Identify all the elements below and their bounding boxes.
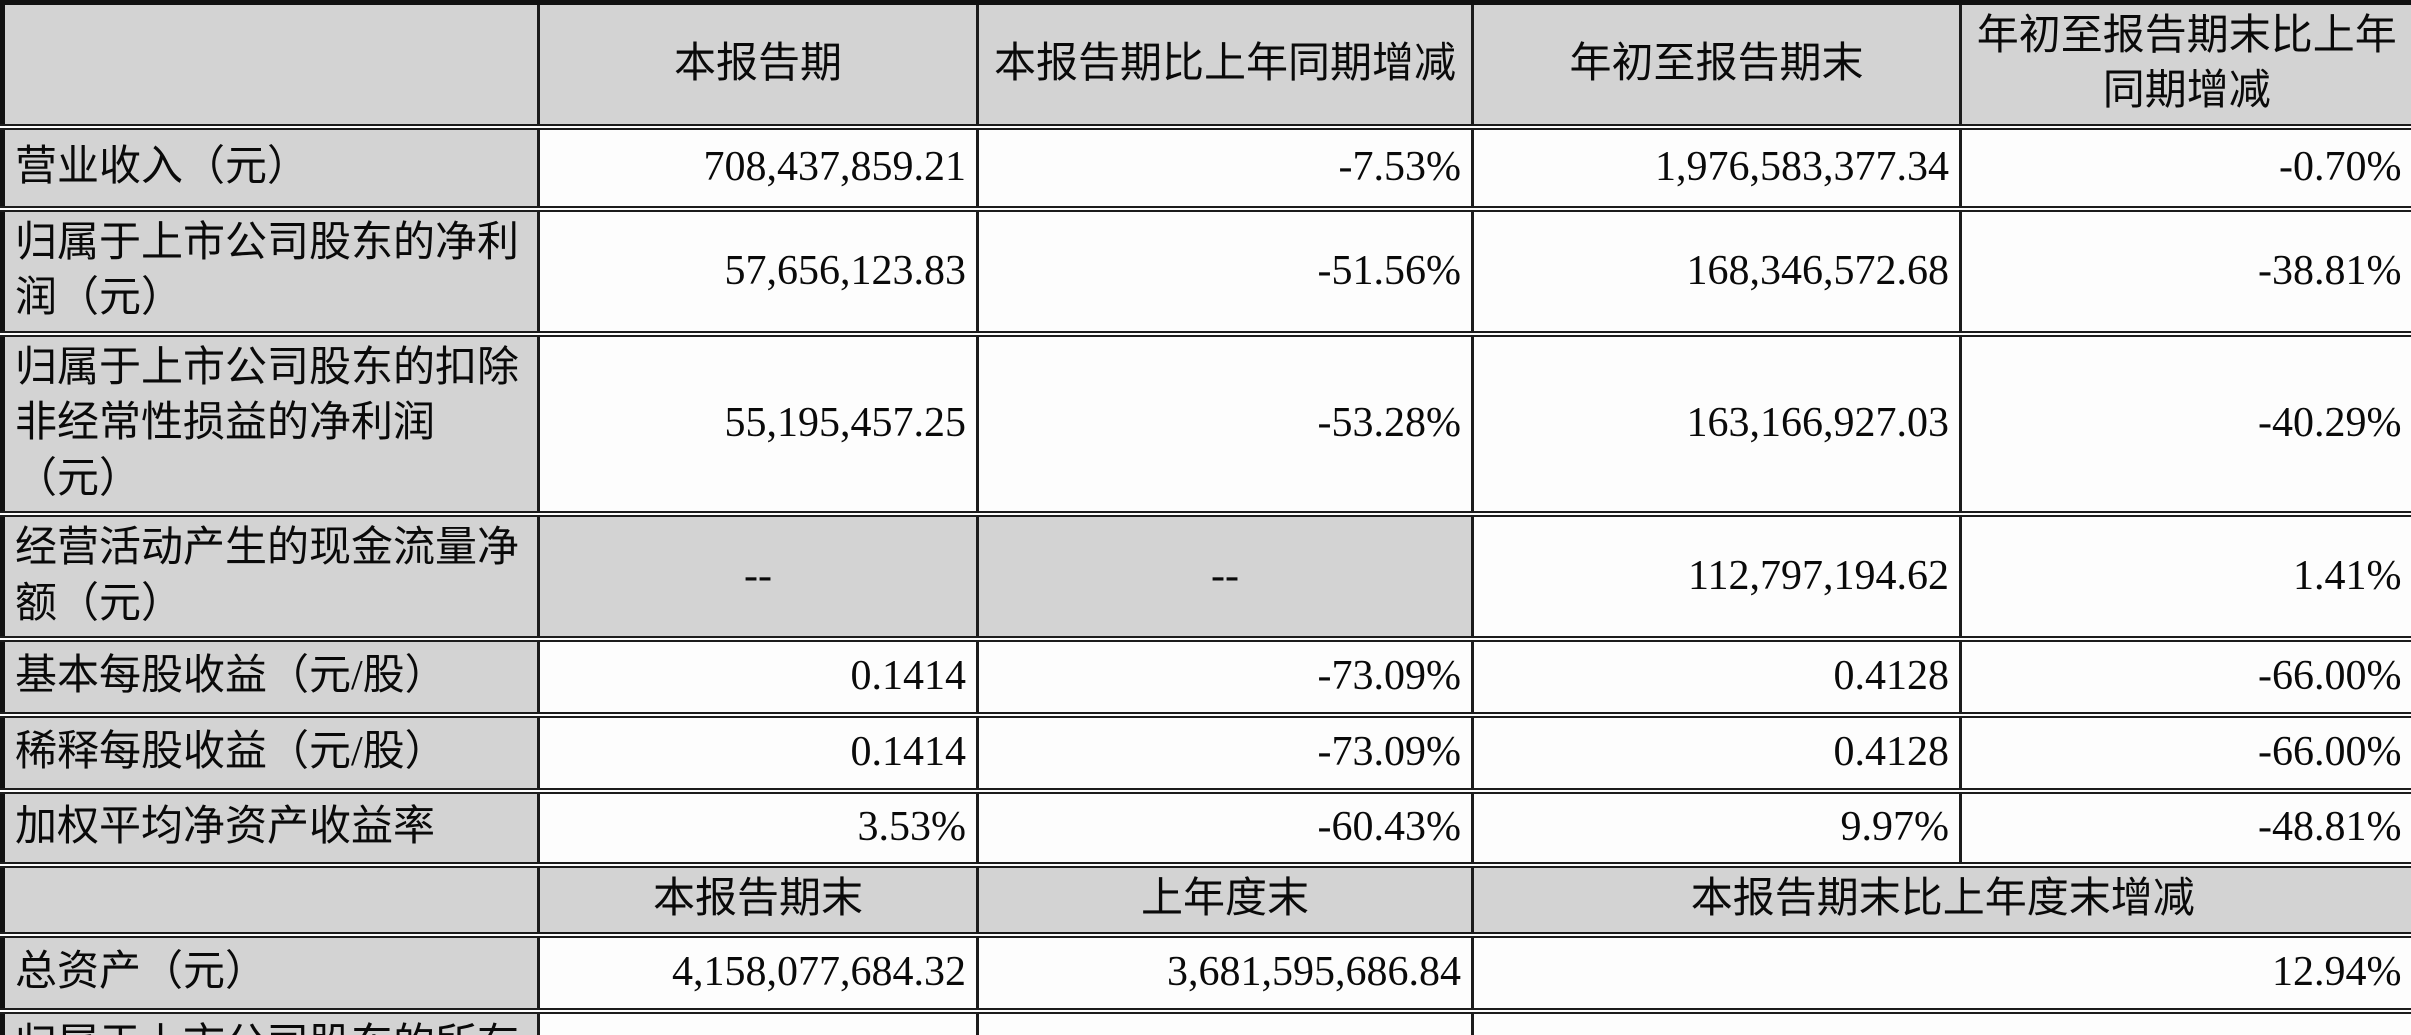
table-row-diluted-eps: 稀释每股收益（元/股） 0.1414 -73.09% 0.4128 -66.00… (0, 711, 2411, 794)
value-cell: 8.56% (1471, 1007, 2411, 1035)
value-cell: -66.00% (1959, 635, 2411, 718)
value-cell: -73.09% (976, 711, 1474, 794)
value-cell: -48.81% (1959, 787, 2411, 868)
header-cell-empty (0, 861, 540, 938)
header-cell-ytd: 年初至报告期末 (1471, 0, 1962, 130)
row-label: 归属于上市公司股东的所有者权益（元） (0, 1007, 540, 1035)
value-cell: -66.00% (1959, 711, 2411, 794)
header-cell-current-period-yoy-change: 本报告期比上年同期增减 (976, 0, 1474, 130)
value-cell: 12.94% (1471, 931, 2411, 1014)
value-cell: 168,346,572.68 (1471, 205, 1962, 337)
table-row-revenue: 营业收入（元） 708,437,859.21 -7.53% 1,976,583,… (0, 123, 2411, 212)
table-row-equity: 归属于上市公司股东的所有者权益（元） 1,733,603,604.18 1,59… (0, 1007, 2411, 1035)
header-cell-end-of-last-year: 上年度末 (976, 861, 1474, 938)
value-cell: 163,166,927.03 (1471, 330, 1962, 518)
value-cell: 57,656,123.83 (537, 205, 979, 337)
table-row-operating-cash-flow: 经营活动产生的现金流量净额（元） -- -- 112,797,194.62 1.… (0, 511, 2411, 642)
value-cell: 1,596,956,639.23 (976, 1007, 1474, 1035)
table-row-net-profit-excl-nonrecurring: 归属于上市公司股东的扣除非经常性损益的净利润（元） 55,195,457.25 … (0, 330, 2411, 518)
row-label: 经营活动产生的现金流量净额（元） (0, 511, 540, 642)
value-cell: -60.43% (976, 787, 1474, 868)
header-cell-ytd-yoy-change: 年初至报告期末比上年同期增减 (1959, 0, 2411, 130)
value-cell: 9.97% (1471, 787, 1962, 868)
table-row-weighted-avg-roe: 加权平均净资产收益率 3.53% -60.43% 9.97% -48.81% (0, 787, 2411, 868)
value-cell: 55,195,457.25 (537, 330, 979, 518)
row-label: 稀释每股收益（元/股） (0, 711, 540, 794)
value-cell: 708,437,859.21 (537, 123, 979, 212)
row-label: 基本每股收益（元/股） (0, 635, 540, 718)
value-cell: 3.53% (537, 787, 979, 868)
value-cell: 0.1414 (537, 711, 979, 794)
value-cell: 1,976,583,377.34 (1471, 123, 1962, 212)
row-label: 归属于上市公司股东的扣除非经常性损益的净利润（元） (0, 330, 540, 518)
header-row-balance: 本报告期末 上年度末 本报告期末比上年度末增减 (0, 861, 2411, 938)
value-cell: 0.1414 (537, 635, 979, 718)
value-cell-na: -- (537, 511, 979, 642)
value-cell: -73.09% (976, 635, 1474, 718)
value-cell: 1.41% (1959, 511, 2411, 642)
value-cell: 4,158,077,684.32 (537, 931, 979, 1014)
header-row-period: 本报告期 本报告期比上年同期增减 年初至报告期末 年初至报告期末比上年同期增减 (0, 0, 2411, 130)
value-cell: 0.4128 (1471, 711, 1962, 794)
value-cell-na: -- (976, 511, 1474, 642)
row-label: 营业收入（元） (0, 123, 540, 212)
header-cell-change-vs-last-year-end: 本报告期末比上年度末增减 (1471, 861, 2411, 938)
value-cell: -51.56% (976, 205, 1474, 337)
header-cell-current-period: 本报告期 (537, 0, 979, 130)
value-cell: -7.53% (976, 123, 1474, 212)
table-row-basic-eps: 基本每股收益（元/股） 0.1414 -73.09% 0.4128 -66.00… (0, 635, 2411, 718)
value-cell: -53.28% (976, 330, 1474, 518)
value-cell: 3,681,595,686.84 (976, 931, 1474, 1014)
value-cell: -0.70% (1959, 123, 2411, 212)
row-label: 归属于上市公司股东的净利润（元） (0, 205, 540, 337)
table-row-net-profit: 归属于上市公司股东的净利润（元） 57,656,123.83 -51.56% 1… (0, 205, 2411, 337)
value-cell: 112,797,194.62 (1471, 511, 1962, 642)
value-cell: 1,733,603,604.18 (537, 1007, 979, 1035)
value-cell: -40.29% (1959, 330, 2411, 518)
row-label: 加权平均净资产收益率 (0, 787, 540, 868)
value-cell: 0.4128 (1471, 635, 1962, 718)
row-label: 总资产（元） (0, 931, 540, 1014)
header-cell-end-of-period: 本报告期末 (537, 861, 979, 938)
header-cell-empty (0, 0, 540, 130)
value-cell: -38.81% (1959, 205, 2411, 337)
table-row-total-assets: 总资产（元） 4,158,077,684.32 3,681,595,686.84… (0, 931, 2411, 1014)
